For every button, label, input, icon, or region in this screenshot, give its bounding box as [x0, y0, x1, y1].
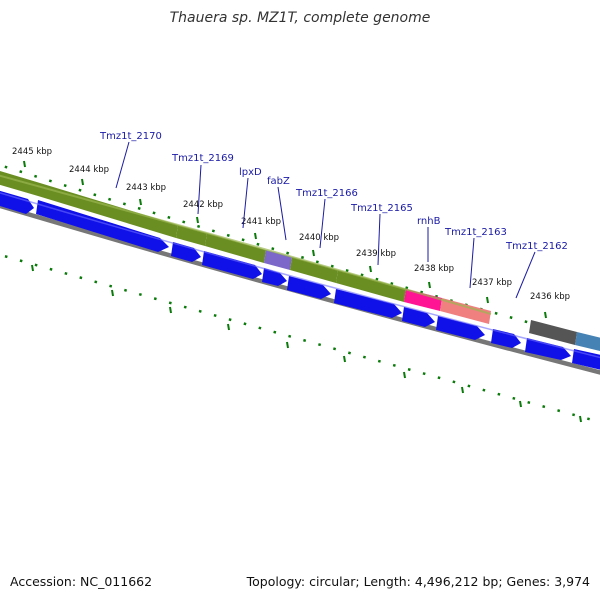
gene-track: [0, 171, 600, 352]
major-tick: [519, 400, 522, 408]
tick-label-2444: 2444 kbp: [69, 165, 109, 175]
major-tick: [403, 371, 406, 379]
gene-label-fabZ[interactable]: fabZ: [267, 176, 290, 187]
gene-label-tmz1t-2170[interactable]: Tmz1t_2170: [99, 131, 162, 142]
gene-segment-fabZ: [264, 250, 292, 270]
leader-tmz1t-2162: [515, 251, 536, 299]
cds-strand: [0, 190, 600, 370]
major-tick: [579, 415, 582, 423]
major-tick: [111, 289, 114, 297]
cds-arrow: [0, 190, 34, 214]
major-tick: [428, 281, 431, 289]
tick-label-2437: 2437 kbp: [472, 278, 512, 288]
major-tick: [31, 264, 34, 272]
tick-labels: 2445 kbp 2444 kbp 2443 kbp 2442 kbp 2441…: [12, 147, 570, 302]
gene-label-rnhB[interactable]: rnhB: [417, 216, 441, 227]
gene-segment-tmz1t-2166: [290, 257, 338, 283]
leader-tmz1t-2170: [115, 141, 130, 189]
major-tick: [461, 386, 464, 394]
cds-arrow: [572, 349, 600, 370]
leader-tmz1t-2166: [319, 198, 326, 249]
gene-leaders: [115, 141, 536, 299]
gene-segment-steelblue: [575, 332, 600, 352]
cds-arrow: [402, 307, 435, 327]
tick-label-2441: 2441 kbp: [241, 217, 281, 227]
accession-label: Accession: NC_011662: [10, 574, 153, 589]
gene-label-tmz1t-2162[interactable]: Tmz1t_2162: [505, 241, 568, 252]
tick-label-2439: 2439 kbp: [356, 249, 396, 259]
cds-arrow: [287, 276, 331, 299]
major-tick: [227, 323, 230, 331]
major-tick: [23, 160, 26, 168]
cds-arrow: [171, 242, 201, 262]
cds-arrow: [334, 289, 402, 318]
cds-arrow: [262, 268, 287, 286]
gene-segment-tmz1t-2169: [176, 225, 207, 246]
tick-label-2442: 2442 kbp: [183, 200, 223, 210]
gene-label-tmz1t-2166[interactable]: Tmz1t_2166: [295, 188, 358, 199]
major-tick: [169, 306, 172, 314]
major-tick: [196, 216, 199, 224]
major-tick: [139, 198, 142, 206]
tick-label-2436: 2436 kbp: [530, 292, 570, 302]
leader-lpxD: [242, 177, 249, 229]
gene-segment-rnhB: [404, 289, 442, 311]
gene-label-lpxD[interactable]: lpxD: [239, 167, 262, 178]
gene-track-highlight: [0, 174, 492, 315]
gene-segment-lpxD: [205, 233, 266, 263]
major-tick: [312, 249, 315, 257]
cds-arrow: [202, 251, 262, 279]
major-tick: [254, 232, 257, 240]
gene-label-tmz1t-2165[interactable]: Tmz1t_2165: [350, 203, 413, 214]
major-tick: [369, 265, 372, 273]
cds-arrow: [436, 316, 485, 340]
gene-label-tmz1t-2163[interactable]: Tmz1t_2163: [444, 227, 507, 238]
map-title: Thauera sp. MZ1T, complete genome: [169, 10, 431, 26]
gene-segment-tmz1t-2165: [336, 270, 406, 302]
gene-label-tmz1t-2169[interactable]: Tmz1t_2169: [171, 153, 234, 164]
gene-segment-gray: [529, 320, 577, 345]
major-tick: [286, 341, 289, 349]
tick-label-2443: 2443 kbp: [126, 183, 166, 193]
cds-highlight: [0, 192, 600, 359]
major-tick: [486, 296, 489, 304]
gene-labels: Tmz1t_2170 Tmz1t_2169 lpxD fabZ Tmz1t_21…: [99, 131, 568, 252]
tick-label-2438: 2438 kbp: [414, 264, 454, 274]
tick-label-2440: 2440 kbp: [299, 233, 339, 243]
gene-segment-tmz1t-2163: [440, 298, 491, 324]
cds-arrow: [525, 338, 571, 360]
genome-summary: Topology: circular; Length: 4,496,212 bp…: [246, 574, 590, 589]
leader-fabZ: [277, 186, 287, 241]
tick-label-2445: 2445 kbp: [12, 147, 52, 157]
leader-tmz1t-2163: [469, 237, 475, 289]
major-tick: [544, 311, 547, 319]
cds-arrow: [491, 329, 521, 348]
major-tick: [343, 355, 346, 363]
major-tick: [81, 178, 84, 186]
major-ticks: [23, 160, 582, 423]
leader-tmz1t-2165: [377, 213, 381, 266]
leader-tmz1t-2169: [197, 164, 202, 215]
